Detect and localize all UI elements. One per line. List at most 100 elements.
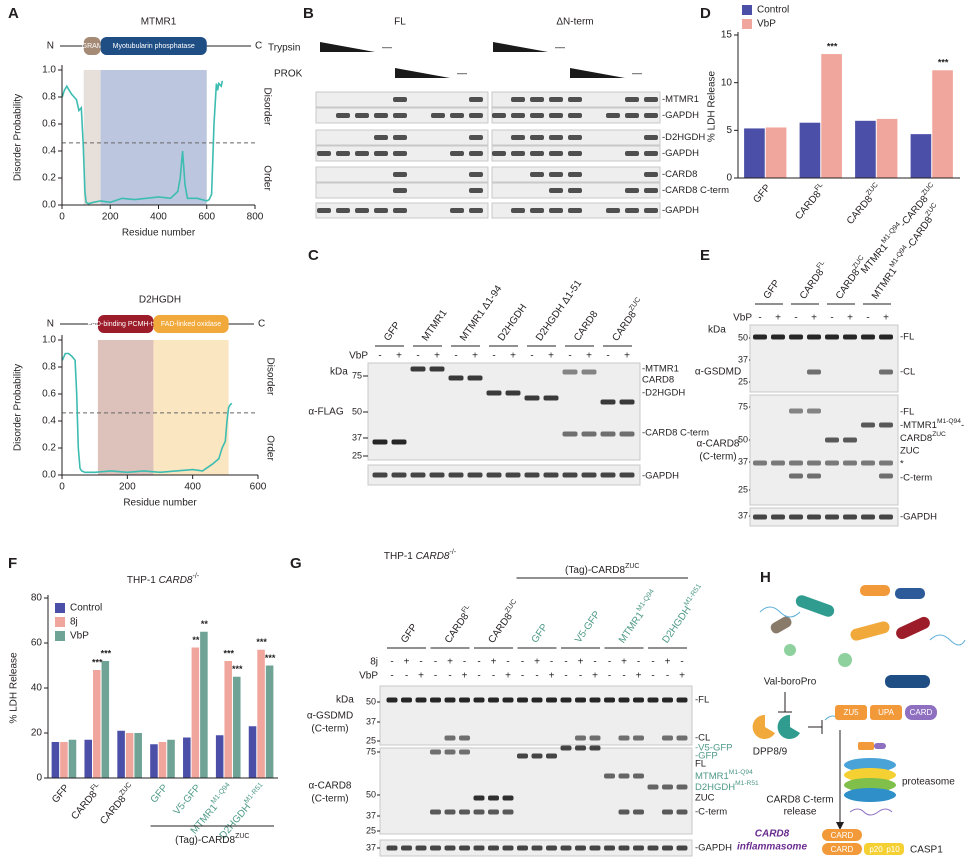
treatment-sign: - (564, 657, 567, 668)
band (430, 749, 441, 755)
region-label: Disorder (264, 358, 275, 396)
label-part: ZUC (932, 431, 946, 438)
bar (215, 735, 224, 778)
y-tick-label: 0.8 (42, 362, 56, 373)
kda-marker: 75 (352, 370, 362, 380)
y-tick-label: 15 (721, 30, 733, 41)
blot-strip (379, 747, 693, 835)
significance: *** (265, 653, 276, 663)
band (488, 845, 499, 851)
y-tick-label: 0.4 (42, 146, 56, 157)
x-label: Residue number (122, 228, 196, 239)
treatment-sign: + (592, 671, 598, 682)
band (644, 113, 658, 118)
band (562, 472, 578, 478)
bar (257, 649, 265, 778)
x-tick-label: CARD8FL (68, 782, 105, 822)
inflammasome-label: inflammasome (737, 842, 807, 853)
kda-marker: 75 (366, 746, 376, 756)
label-part: M1-Q94 (889, 244, 909, 269)
band (473, 809, 485, 815)
treatment-sign: - (608, 657, 611, 668)
antibody: (C-term) (699, 452, 736, 463)
treatment-sign: + (434, 351, 440, 362)
band (568, 113, 582, 118)
y-tick-label: 10 (721, 77, 733, 88)
significance: ** (201, 619, 209, 629)
band (517, 845, 528, 851)
domain-name: FAD-linked oxidase (161, 321, 221, 328)
band-label: FL (695, 759, 706, 770)
dpp (752, 714, 775, 739)
band (843, 514, 857, 520)
band (647, 845, 659, 851)
band (374, 208, 388, 213)
label-part: THP-1 (384, 551, 416, 562)
gradient-wedge (395, 68, 450, 78)
band-label: ZUC (695, 793, 715, 804)
band (393, 208, 407, 213)
band (560, 845, 572, 851)
gradient-wedge (320, 42, 375, 52)
y-tick-label: 1.0 (42, 335, 56, 346)
treatment-sign: + (472, 351, 478, 362)
fragment (858, 742, 874, 750)
linker (759, 606, 801, 618)
band (568, 151, 582, 156)
bar (799, 122, 821, 178)
band (644, 97, 658, 102)
label-part: CARD8 (798, 267, 827, 301)
band (825, 514, 839, 520)
group-label: ΔN-term (556, 17, 593, 28)
bar (744, 128, 765, 178)
band (473, 845, 485, 851)
x-tick-label: 800 (247, 212, 264, 223)
band (473, 697, 485, 703)
release-label: release (784, 807, 817, 818)
band (807, 334, 821, 340)
proteasome-ring (844, 758, 896, 772)
band-label: -MTMR1 (642, 364, 679, 375)
label-part: ZUC (865, 182, 880, 198)
kda-marker: 50 (352, 406, 362, 416)
band (448, 375, 464, 381)
band (618, 735, 630, 741)
band (676, 784, 688, 790)
treatment-sign: - (405, 671, 408, 682)
band (486, 390, 502, 396)
treatment-sign: - (564, 671, 567, 682)
band (861, 514, 875, 520)
label-part: ZUC (625, 563, 639, 570)
band (789, 460, 803, 466)
band (530, 135, 544, 140)
blot-strip (367, 464, 641, 486)
treatment-sign: - (419, 657, 422, 668)
antibody: α-CARD8 (308, 781, 351, 792)
treatment-sign: - (434, 671, 437, 682)
legend-label: Control (70, 603, 102, 614)
band (430, 697, 441, 703)
legend-label: Control (757, 5, 789, 16)
complex-label: p10 (886, 845, 900, 854)
y-tick-label: 0 (726, 173, 732, 184)
band (619, 472, 635, 478)
band (619, 431, 635, 437)
blot-strip (379, 685, 693, 746)
band (531, 753, 543, 759)
y-label: % LDH Release (9, 652, 20, 724)
y-tick-label: 0.0 (42, 470, 56, 481)
lane-header: CARD8FL (797, 260, 831, 302)
band (530, 113, 544, 118)
proteasome-ring (844, 788, 896, 802)
treatment-sign: - (492, 351, 495, 362)
band (807, 408, 821, 414)
label-part: (Tag)-CARD8 (565, 565, 625, 576)
band (430, 809, 441, 815)
x-tick-label: 600 (198, 212, 215, 223)
treatment-sign: + (624, 351, 630, 362)
no-protease: — (382, 43, 392, 54)
treatment-sign: - (651, 671, 654, 682)
band (511, 135, 525, 140)
band (317, 208, 331, 213)
legend-swatch (55, 617, 65, 627)
